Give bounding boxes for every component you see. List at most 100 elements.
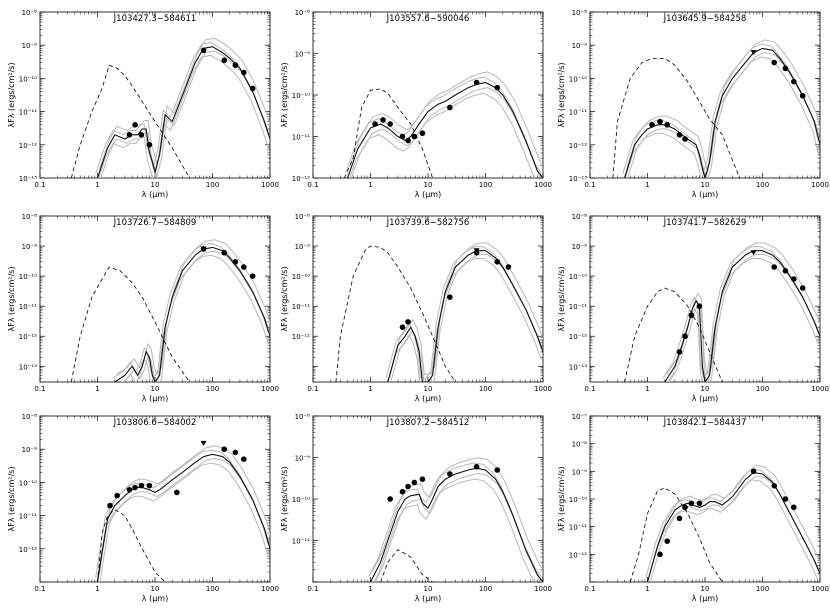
best-fit-model-curve xyxy=(387,250,543,382)
sed-panel: 0.1 1 10 100 1000 10⁻¹² 10⁻¹¹ 10⁻¹⁰ 10⁻⁹ 10⁻⁸ λ (μ… xyxy=(7,413,279,603)
x-tick-label: 100 xyxy=(756,585,769,593)
y-tick-label: 10⁻⁹ xyxy=(572,42,588,50)
x-tick-label: 0.1 xyxy=(34,181,45,189)
y-tick-label: 10⁻⁸ xyxy=(22,413,38,421)
y-tick-label: 10⁻¹¹ xyxy=(292,303,310,311)
data-point xyxy=(132,484,138,491)
data-point xyxy=(240,456,247,462)
data-point xyxy=(249,273,256,279)
y-tick-label: 10⁻⁸ xyxy=(572,213,588,221)
x-tick-label: 1000 xyxy=(811,385,829,393)
data-point xyxy=(138,482,145,489)
x-tick-label: 1000 xyxy=(261,385,279,393)
data-point xyxy=(682,333,688,340)
x-tick-label: 0.1 xyxy=(34,585,45,593)
y-tick-label: 10⁻⁸ xyxy=(572,9,588,17)
stellar-photosphere-curve xyxy=(612,58,740,178)
data-point xyxy=(494,84,501,91)
x-tick-label: 1 xyxy=(645,181,649,189)
y-axis-label: λFλ (ergs/cm²/s) xyxy=(280,266,289,331)
y-tick-label: 10⁻¹³ xyxy=(19,175,37,183)
data-point xyxy=(419,476,426,482)
x-tick-label: 1000 xyxy=(261,585,279,593)
x-tick-label: 10 xyxy=(701,585,710,593)
y-tick-label: 10⁻¹¹ xyxy=(19,513,37,521)
upper-limit-marker xyxy=(473,248,480,254)
x-tick-label: 100 xyxy=(206,585,219,593)
alt-model-curve xyxy=(373,478,535,582)
data-point xyxy=(657,551,663,558)
data-point xyxy=(696,303,703,309)
x-tick-label: 1000 xyxy=(261,181,279,189)
data-point xyxy=(232,62,239,68)
alt-model-curve xyxy=(622,43,819,176)
y-tick-label: 10⁻¹³ xyxy=(19,363,37,371)
data-point xyxy=(790,504,797,511)
data-point xyxy=(799,92,806,99)
y-tick-label: 10⁻¹⁰ xyxy=(19,75,37,83)
data-point xyxy=(473,463,480,470)
x-tick-label: 10 xyxy=(424,181,433,189)
data-point xyxy=(782,268,789,274)
y-tick-label: 10⁻⁹ xyxy=(295,51,311,59)
alt-model-curve xyxy=(350,87,542,178)
data-point xyxy=(676,132,683,138)
alt-model-curve xyxy=(385,246,542,379)
data-point xyxy=(505,264,512,270)
sed-panel: 0.1 1 10 100 1000 10⁻¹² 10⁻¹¹ 10⁻¹⁰ 10⁻⁹ 10⁻⁸ λ (μ… xyxy=(280,9,552,199)
y-tick-label: 10⁻¹³ xyxy=(569,175,587,183)
best-fit-model-curve xyxy=(624,47,820,178)
y-tick-label: 10⁻⁸ xyxy=(22,213,38,221)
data-point xyxy=(657,118,663,125)
y-tick-label: 10⁻¹² xyxy=(569,551,587,559)
data-point xyxy=(782,496,789,502)
y-tick-label: 10⁻⁹ xyxy=(22,42,38,50)
alt-model-curve xyxy=(647,479,819,582)
alt-model-curve xyxy=(99,457,270,582)
data-point xyxy=(221,249,228,256)
y-tick-label: 10⁻¹⁰ xyxy=(292,273,310,281)
y-tick-label: 10⁻⁹ xyxy=(22,243,38,251)
sed-panel: 0.1 1 10 100 1000 10⁻¹² 10⁻¹¹ 10⁻¹⁰ 10⁻⁹ 10⁻⁸ λ (μ… xyxy=(280,213,552,403)
y-axis-label: λFλ (ergs/cm²/s) xyxy=(7,466,16,531)
y-tick-label: 10⁻⁷ xyxy=(572,413,588,421)
y-axis-label: λFλ (ergs/cm²/s) xyxy=(7,266,16,331)
data-point xyxy=(447,471,453,477)
data-point xyxy=(114,492,120,499)
sed-panel: 0.1 1 10 100 1000 10⁻¹³ 10⁻¹² 10⁻¹¹ 10⁻¹⁰ 10⁻⁹ 10⁻… xyxy=(7,213,279,403)
data-point xyxy=(419,130,426,137)
sed-panel: 0.1 1 10 100 1000 10⁻¹³ 10⁻¹² 10⁻¹¹ 10⁻¹⁰ 10⁻⁹ 10⁻… xyxy=(557,9,829,199)
data-point xyxy=(126,132,133,138)
data-point xyxy=(411,133,418,140)
data-point xyxy=(790,276,797,282)
y-tick-label: 10⁻¹⁰ xyxy=(292,92,310,100)
x-tick-label: 0.1 xyxy=(307,585,318,593)
data-point xyxy=(240,264,247,270)
data-point xyxy=(126,486,133,493)
x-tick-label: 1 xyxy=(645,385,649,393)
x-axis-label: λ (μm) xyxy=(692,190,718,199)
x-axis-label: λ (μm) xyxy=(692,394,718,403)
data-point xyxy=(107,502,113,509)
y-tick-label: 10⁻¹⁰ xyxy=(569,273,587,281)
plot-frame xyxy=(39,11,271,179)
y-tick-label: 10⁻¹⁰ xyxy=(19,479,37,487)
x-tick-label: 1000 xyxy=(811,585,829,593)
y-tick-label: 10⁻⁹ xyxy=(572,243,588,251)
y-tick-label: 10⁻¹¹ xyxy=(569,109,587,117)
data-point xyxy=(174,489,180,496)
alt-model-curve xyxy=(98,54,269,178)
data-point xyxy=(676,349,683,355)
panel-title: J103842.1−584437 xyxy=(663,418,747,428)
stellar-photosphere-curve xyxy=(70,64,190,178)
data-point xyxy=(447,104,453,111)
alt-model-curve xyxy=(121,250,270,382)
data-point xyxy=(387,496,393,502)
data-point xyxy=(447,294,453,300)
y-tick-label: 10⁻¹² xyxy=(569,333,587,341)
data-point xyxy=(682,136,688,142)
y-axis-label: λFλ (ergs/cm²/s) xyxy=(557,62,566,127)
x-tick-label: 10 xyxy=(151,385,160,393)
x-tick-label: 1 xyxy=(645,585,649,593)
x-tick-label: 1 xyxy=(368,585,372,593)
